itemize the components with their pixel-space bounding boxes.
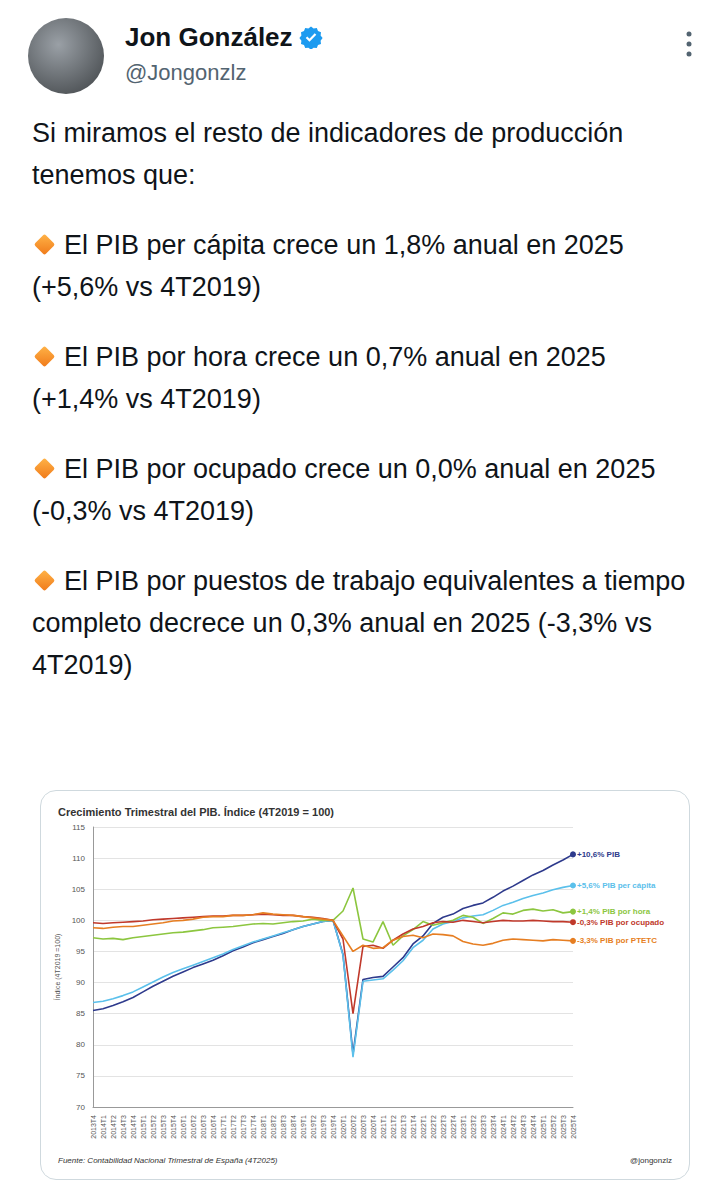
svg-text:2025T3: 2025T3 xyxy=(560,1115,567,1139)
svg-text:2014T1: 2014T1 xyxy=(100,1115,107,1139)
svg-text:2025T4: 2025T4 xyxy=(570,1115,577,1139)
svg-text:110: 110 xyxy=(72,854,85,863)
svg-text:2017T2: 2017T2 xyxy=(230,1115,237,1139)
svg-text:2024T4: 2024T4 xyxy=(530,1115,537,1139)
svg-text:115: 115 xyxy=(72,823,85,832)
svg-text:2019T1: 2019T1 xyxy=(300,1115,307,1139)
svg-text:2025T2: 2025T2 xyxy=(550,1115,557,1139)
svg-text:2023T1: 2023T1 xyxy=(460,1115,467,1139)
svg-text:2021T1: 2021T1 xyxy=(380,1115,387,1139)
svg-text:2024T2: 2024T2 xyxy=(510,1115,517,1139)
svg-text:2014T3: 2014T3 xyxy=(120,1115,127,1139)
svg-text:2013T4: 2013T4 xyxy=(90,1115,97,1139)
svg-text:2020T1: 2020T1 xyxy=(340,1115,347,1139)
html-text:Si miramos el resto de indicad: Si miramos el resto de indicadores de pr… xyxy=(32,118,624,190)
svg-text:2018T2: 2018T2 xyxy=(270,1115,277,1139)
svg-text:75: 75 xyxy=(76,1071,85,1080)
html-text:Jon González: Jon González xyxy=(125,22,293,52)
svg-text:+1,4% PIB por hora: +1,4% PIB por hora xyxy=(577,907,651,916)
svg-text:2025T1: 2025T1 xyxy=(540,1115,547,1139)
svg-text:2016T2: 2016T2 xyxy=(190,1115,197,1139)
svg-text:2022T1: 2022T1 xyxy=(420,1115,427,1139)
svg-text:100: 100 xyxy=(72,916,86,925)
svg-text:2019T2: 2019T2 xyxy=(310,1115,317,1139)
svg-text:2016T4: 2016T4 xyxy=(210,1115,217,1139)
svg-text:2014T4: 2014T4 xyxy=(130,1115,137,1139)
svg-text:Fuente: Contabilidad Nacional: Fuente: Contabilidad Nacional Trimestral… xyxy=(58,1156,278,1165)
svg-text:2023T4: 2023T4 xyxy=(490,1115,497,1139)
svg-text:2022T3: 2022T3 xyxy=(440,1115,447,1139)
svg-text:-3,3% PIB por PTETC: -3,3% PIB por PTETC xyxy=(577,936,657,945)
svg-text:2016T1: 2016T1 xyxy=(180,1115,187,1139)
svg-text:2022T4: 2022T4 xyxy=(450,1115,457,1139)
svg-text:2024T1: 2024T1 xyxy=(500,1115,507,1139)
svg-text:2021T3: 2021T3 xyxy=(400,1115,407,1139)
svg-text:85: 85 xyxy=(76,1009,85,1018)
svg-text:70: 70 xyxy=(76,1103,85,1112)
svg-text:2015T3: 2015T3 xyxy=(160,1115,167,1139)
svg-text:105: 105 xyxy=(72,885,86,894)
svg-text:Crecimiento Trimestral del PIB: Crecimiento Trimestral del PIB. Índice (… xyxy=(58,806,334,818)
svg-text:2017T4: 2017T4 xyxy=(250,1115,257,1139)
html-text:El PIB per cápita crece un 1,8: El PIB per cápita crece un 1,8% anual en… xyxy=(32,230,624,302)
svg-text:2019T4: 2019T4 xyxy=(330,1115,337,1139)
svg-text:95: 95 xyxy=(76,947,85,956)
svg-text:2019T3: 2019T3 xyxy=(320,1115,327,1139)
svg-text:2015T4: 2015T4 xyxy=(170,1115,177,1139)
svg-text:2015T2: 2015T2 xyxy=(150,1115,157,1139)
svg-text:2018T1: 2018T1 xyxy=(260,1115,267,1139)
svg-text:80: 80 xyxy=(76,1040,85,1049)
svg-text:+5,6% PIB per cápita: +5,6% PIB per cápita xyxy=(577,881,656,890)
svg-text:2022T2: 2022T2 xyxy=(430,1115,437,1139)
svg-text:2020T4: 2020T4 xyxy=(370,1115,377,1139)
svg-text:2021T2: 2021T2 xyxy=(390,1115,397,1139)
svg-text:2021T4: 2021T4 xyxy=(410,1115,417,1139)
svg-text:2023T2: 2023T2 xyxy=(470,1115,477,1139)
svg-text:2023T3: 2023T3 xyxy=(480,1115,487,1139)
svg-text:2016T3: 2016T3 xyxy=(200,1115,207,1139)
svg-text:-0,3% PIB por ocupado: -0,3% PIB por ocupado xyxy=(577,918,664,927)
svg-text:2018T3: 2018T3 xyxy=(280,1115,287,1139)
svg-text:2017T3: 2017T3 xyxy=(240,1115,247,1139)
svg-text:2015T1: 2015T1 xyxy=(140,1115,147,1139)
svg-text:Índice (4T2019 =100): Índice (4T2019 =100) xyxy=(53,934,62,1001)
svg-text:2020T3: 2020T3 xyxy=(360,1115,367,1139)
html-text:El PIB por hora crece un 0,7%: El PIB por hora crece un 0,7% anual en 2… xyxy=(32,342,606,414)
svg-text:2017T1: 2017T1 xyxy=(220,1115,227,1139)
svg-text:+10,6% PIB: +10,6% PIB xyxy=(577,850,620,859)
svg-text:2014T2: 2014T2 xyxy=(110,1115,117,1139)
html-text:El PIB por ocupado crece un 0,: El PIB por ocupado crece un 0,0% anual e… xyxy=(32,454,656,526)
svg-text:@jongonzlz: @jongonzlz xyxy=(630,1156,672,1165)
svg-text:2018T4: 2018T4 xyxy=(290,1115,297,1139)
svg-text:2020T2: 2020T2 xyxy=(350,1115,357,1139)
svg-text:90: 90 xyxy=(76,978,85,987)
svg-text:2024T3: 2024T3 xyxy=(520,1115,527,1139)
html-text:El PIB por puestos de trabajo: El PIB por puestos de trabajo equivalent… xyxy=(32,566,686,680)
html-text:@Jongonzlz: @Jongonzlz xyxy=(125,60,247,85)
